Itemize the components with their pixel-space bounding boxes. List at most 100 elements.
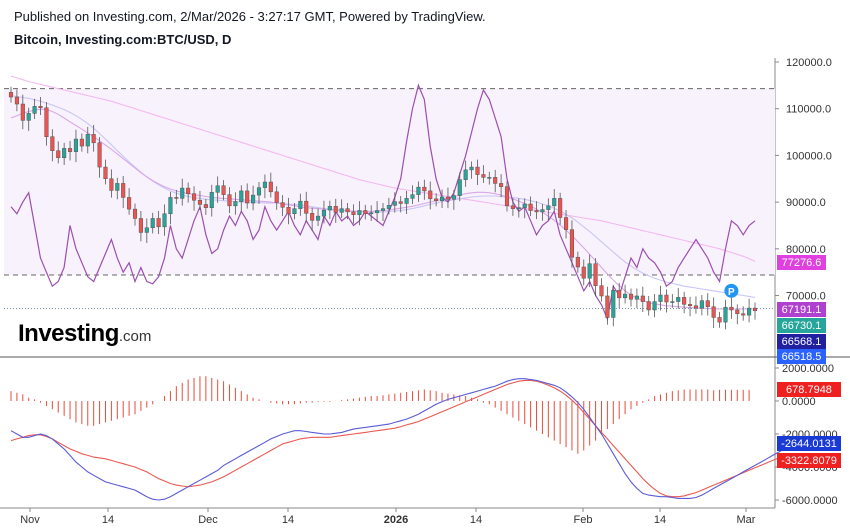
candle-body <box>144 227 149 233</box>
candle-body <box>552 198 557 207</box>
macd-value-tag <box>777 382 841 397</box>
macd-value-label: -2644.0131 <box>781 438 837 450</box>
candle-body <box>268 181 273 193</box>
y-tick-label: 70000.0 <box>786 291 826 303</box>
macd-value-tag <box>777 453 841 468</box>
candle-body <box>251 194 256 204</box>
candle-body <box>156 218 161 228</box>
candle-body <box>504 186 510 207</box>
candle-body <box>369 212 374 215</box>
candle-body <box>617 290 622 299</box>
candle-body <box>127 197 132 210</box>
candle-body <box>67 148 73 152</box>
price-tag-label: 66568.1 <box>782 336 822 348</box>
candle-body <box>475 166 480 175</box>
candle-body <box>428 190 433 200</box>
candle-body <box>581 266 586 279</box>
candle-body <box>392 201 397 206</box>
price-tag-label: 66730.1 <box>782 320 822 332</box>
candle-body <box>363 210 368 215</box>
candle-body <box>687 304 693 307</box>
candle-body <box>339 208 344 213</box>
marker-label: P <box>728 287 735 298</box>
candle-body <box>233 201 238 207</box>
candle-body <box>404 198 409 204</box>
candle-body <box>658 294 663 302</box>
candle-body <box>499 183 504 187</box>
candle-body <box>599 285 604 297</box>
candle-body <box>735 309 740 314</box>
candle-body <box>197 199 203 205</box>
logo-suffix: .com <box>118 328 152 345</box>
macd-tick-label: -6000.0000 <box>782 495 838 507</box>
candle-body <box>445 196 451 200</box>
candle-body <box>747 307 752 316</box>
candle-body <box>593 263 598 286</box>
candle-body <box>682 297 687 305</box>
candle-body <box>487 177 492 179</box>
candle-body <box>292 208 297 215</box>
macd-tick-label: 2000.0000 <box>782 363 834 375</box>
candle-body <box>646 301 651 311</box>
candle-body <box>286 206 291 215</box>
y-tick-label: 100000.0 <box>786 150 832 162</box>
marker-circle <box>724 283 739 298</box>
y-tick-label: 80000.0 <box>786 244 826 256</box>
price-tag <box>777 349 826 364</box>
candle-body <box>50 136 55 151</box>
investing-logo: Investing.com <box>18 320 151 348</box>
candle-body <box>510 205 515 209</box>
candle-body <box>121 183 126 198</box>
candle-body <box>26 113 31 121</box>
candle-body <box>493 177 498 184</box>
candle-body <box>304 200 309 214</box>
candle-body <box>546 205 551 210</box>
candle-body <box>534 210 539 213</box>
candle-body <box>310 213 315 221</box>
candle-body <box>434 198 439 201</box>
candle-body <box>611 290 616 318</box>
macd-value-tag <box>777 436 841 451</box>
candle-body <box>32 106 37 114</box>
candle-body <box>8 92 14 98</box>
candle-body <box>256 187 262 196</box>
candle-body <box>132 208 138 219</box>
candle-body <box>569 229 575 258</box>
candle-body <box>664 294 669 303</box>
price-tag-label: 67191.1 <box>782 304 822 316</box>
x-tick-label: 14 <box>654 514 666 526</box>
candle-body <box>174 197 179 199</box>
candle-body <box>333 206 338 213</box>
candle-body <box>563 217 569 230</box>
candle-body <box>587 263 592 279</box>
candle-body <box>693 305 699 309</box>
candle-body <box>558 198 563 218</box>
candle-body <box>752 307 758 312</box>
candle-body <box>191 193 197 201</box>
candle-body <box>705 300 710 307</box>
candle-body <box>138 218 143 233</box>
candle-body <box>79 138 84 147</box>
x-tick-label: 14 <box>282 514 294 526</box>
candle-body <box>327 206 332 211</box>
candle-body <box>451 195 456 200</box>
candle-body <box>215 185 220 193</box>
x-tick-label: Mar <box>737 514 756 526</box>
candle-body <box>315 215 321 221</box>
candle-body <box>168 197 173 215</box>
candle-body <box>262 181 267 188</box>
candle-body <box>162 213 167 228</box>
candle-body <box>540 209 545 213</box>
indicator-line <box>10 83 756 322</box>
price-tag <box>777 255 826 270</box>
y-tick-label: 110000.0 <box>786 104 831 116</box>
x-tick-label: Dec <box>198 514 218 526</box>
candle-body <box>180 187 185 199</box>
candle-body <box>115 183 120 191</box>
candle-body <box>410 194 415 199</box>
macd-line <box>10 378 797 501</box>
x-tick-label: 2026 <box>384 514 408 526</box>
candle-body <box>741 313 746 316</box>
candle-body <box>416 186 421 195</box>
